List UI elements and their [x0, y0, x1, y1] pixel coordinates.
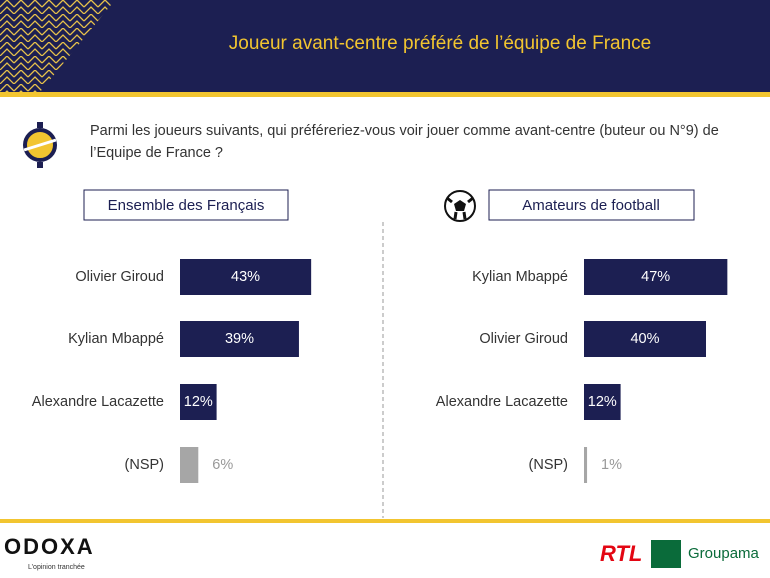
partner-logo: RTL	[600, 541, 642, 566]
page-title: Joueur avant-centre préféré de l’équipe …	[229, 33, 651, 54]
category-label: Olivier Giroud	[75, 269, 164, 285]
value-label: 1%	[601, 457, 622, 473]
group-box	[83, 189, 289, 221]
value-label: 12%	[184, 394, 213, 410]
question: Parmi les joueurs suivants, qui préférer…	[90, 123, 719, 161]
value-label: 40%	[630, 331, 659, 347]
footer-stripe	[0, 519, 770, 523]
category-label: Alexandre Lacazette	[436, 394, 568, 410]
bar	[584, 447, 588, 483]
group-title: Amateurs de football	[522, 197, 660, 214]
bar	[180, 447, 199, 483]
value-label: 12%	[588, 394, 617, 410]
header-stripe	[0, 92, 770, 97]
category-label: Kylian Mbappé	[68, 331, 164, 347]
category-label: Kylian Mbappé	[472, 269, 568, 285]
bar	[584, 259, 728, 295]
partner-logo: Groupama	[688, 545, 760, 562]
header-pattern	[0, 0, 115, 92]
bar	[584, 321, 706, 357]
header-band	[0, 0, 770, 92]
bar	[180, 259, 312, 295]
logo: ODOXA	[4, 534, 95, 559]
category-label: (NSP)	[529, 457, 568, 473]
category-label: Alexandre Lacazette	[32, 394, 164, 410]
group-box	[488, 189, 695, 221]
group-title: Ensemble des Français	[108, 197, 265, 214]
partner-icon	[651, 540, 681, 568]
value-label: 6%	[212, 457, 233, 473]
football-icon	[444, 190, 476, 222]
value-label: 39%	[225, 331, 254, 347]
bar	[584, 384, 621, 420]
category-label: Olivier Giroud	[479, 331, 568, 347]
question-icon	[23, 122, 57, 168]
bar	[180, 384, 217, 420]
category-label: (NSP)	[125, 457, 164, 473]
value-label: 47%	[641, 269, 670, 285]
tagline: L’opinion tranchée	[28, 564, 85, 571]
bar	[180, 321, 299, 357]
value-label: 43%	[231, 269, 260, 285]
